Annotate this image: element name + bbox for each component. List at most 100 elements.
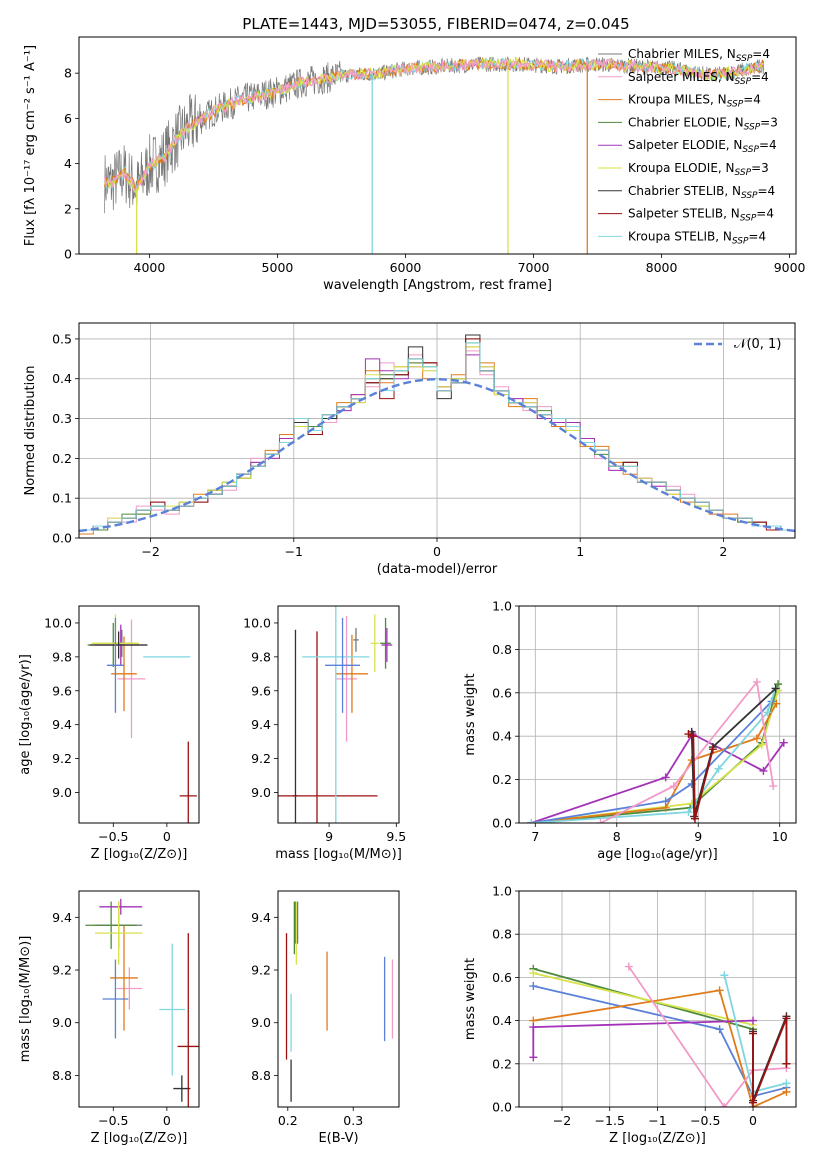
- legend-subscript: SSP: [735, 168, 752, 178]
- weight-marker: [715, 986, 724, 995]
- x-tick-label: 0: [433, 544, 441, 559]
- x-tick-label: 7000: [518, 260, 550, 275]
- y-tick-label: 9.0: [52, 785, 72, 800]
- axes-frame: [78, 36, 797, 255]
- weight-marker: [782, 1014, 791, 1023]
- weight-marker: [720, 1103, 729, 1107]
- legend-label: Kroupa STELIB, NSSP=4: [628, 229, 766, 246]
- legend-label: Kroupa MILES, NSSP=4: [628, 93, 761, 110]
- weight-marker: [669, 782, 678, 791]
- legend-subscript: SSP: [744, 122, 761, 132]
- legend-subscript: SSP: [741, 191, 758, 201]
- weight-marker: [752, 734, 761, 743]
- axes-frame: [277, 890, 400, 1108]
- weight-marker: [661, 797, 670, 806]
- x-tick-label: −0.5: [690, 1113, 720, 1128]
- chart-age-vs-z: −0.5 0 9.0 9.2 9.4 9.6 9.8 10.0 Z [log₁₀(Z/Z⊙)] a…: [18, 605, 200, 862]
- errorbar-group: [278, 606, 393, 823]
- legend-suffix: =3: [751, 161, 769, 175]
- y-tick-label: 0.3: [52, 411, 72, 426]
- legend-subscript: SSP: [740, 214, 757, 224]
- weight-marker: [782, 1079, 791, 1088]
- y-tick-label: 9.0: [52, 1015, 72, 1030]
- y-tick-label: 0.0: [52, 531, 72, 546]
- chart-spectrum: 4000 5000 6000 7000 8000 9000 0 2 4 6 8 wavelength …: [23, 36, 806, 293]
- weight-marker: [782, 1087, 791, 1096]
- weight-marker: [757, 740, 766, 749]
- x-tick-label: 6000: [390, 260, 422, 275]
- y-tick-label: 9.4: [251, 910, 271, 925]
- legend-label: 𝒩(0, 1): [734, 337, 781, 352]
- y-tick-label: 9.2: [52, 751, 72, 766]
- x-tick-label: −1.5: [595, 1113, 625, 1128]
- weight-line: [752, 1018, 788, 1104]
- x-tick-label: 8: [613, 829, 621, 844]
- y-tick-label: 9.0: [251, 1015, 271, 1030]
- histogram-group: [79, 334, 795, 538]
- axes-frame: [277, 605, 400, 824]
- chart-residuals: −2 −1 0 1 2 0.0 0.1 0.2 0.3 0.4 0.5 (data-model)/er…: [23, 322, 796, 577]
- weight-marker: [529, 1023, 538, 1032]
- weight-marker: [690, 814, 699, 823]
- y-tick-label: 0.0: [492, 816, 512, 831]
- weight-marker: [769, 782, 778, 791]
- x-tick-label: −0.5: [98, 1113, 128, 1128]
- legend-suffix: =4: [752, 47, 770, 61]
- y-tick-label: 0.2: [492, 1056, 512, 1071]
- legend-suffix: =4: [748, 229, 766, 243]
- x-tick-label: 9000: [774, 260, 806, 275]
- x-tick-label: 0.2: [278, 1113, 298, 1128]
- y-tick-label: 9.0: [251, 785, 271, 800]
- x-tick-label: 9: [325, 829, 333, 844]
- axes-frame: [78, 890, 200, 1108]
- legend-subscript: SSP: [742, 145, 759, 155]
- legend-text: Chabrier ELODIE, N: [628, 115, 744, 129]
- y-tick-label: 0.4: [492, 1013, 512, 1028]
- x-axis-label: Z [log₁₀(Z/Z⊙)]: [609, 1131, 706, 1146]
- legend-subscript: SSP: [727, 100, 744, 110]
- y-axis-label: Flux [fλ 10⁻¹⁷ erg cm⁻² s⁻¹ A⁻¹]: [23, 45, 38, 246]
- y-tick-label: 0.4: [492, 729, 512, 744]
- legend-label: Salpeter STELIB, NSSP=4: [628, 207, 774, 224]
- legend-suffix: =3: [760, 115, 778, 129]
- errorbar-group: [85, 898, 199, 1107]
- weight-line: [531, 700, 773, 823]
- x-tick-label: 8000: [646, 260, 678, 275]
- weight-marker: [752, 677, 761, 686]
- weight-marker: [684, 808, 693, 817]
- chart-mass-vs-ebv: 0.2 0.3 8.8 9.0 9.2 9.4 E(B-V): [251, 890, 400, 1146]
- weight-marker: [720, 971, 729, 980]
- x-tick-label: −2: [141, 544, 159, 559]
- y-axis-label: Normed distribution: [23, 366, 38, 496]
- y-tick-label: 0.5: [52, 331, 72, 346]
- weight-line: [628, 966, 787, 1107]
- x-tick-label: 5000: [262, 260, 294, 275]
- legend-label: Salpeter ELODIE, NSSP=4: [628, 138, 777, 155]
- figure-title: PLATE=1443, MJD=53055, FIBERID=0474, z=0…: [242, 15, 629, 33]
- y-tick-label: 0.0: [492, 1100, 512, 1115]
- spectrum-lines: [104, 56, 765, 254]
- weight-marker: [689, 732, 698, 741]
- y-axis-label: mass weight: [463, 673, 478, 755]
- x-tick-label: 4000: [134, 260, 166, 275]
- legend-suffix: =4: [751, 70, 769, 84]
- y-tick-label: 9.6: [251, 683, 271, 698]
- weight-marker: [708, 745, 717, 754]
- legend-subscript: SSP: [736, 54, 753, 64]
- axes-frame: [78, 322, 796, 539]
- x-tick-label: −1: [285, 544, 303, 559]
- chart-mass-vs-z: −0.5 0 8.8 9.0 9.2 9.4 Z [log₁₀(Z/Z⊙)] mass [lo…: [18, 890, 200, 1146]
- x-axis-label: E(B-V): [318, 1131, 358, 1146]
- y-tick-label: 6: [64, 111, 72, 126]
- y-tick-label: 8.8: [251, 1068, 271, 1083]
- weight-line: [690, 687, 777, 817]
- x-tick-label: 10: [772, 829, 788, 844]
- model-spectrum-line: [104, 56, 764, 192]
- y-tick-label: 9.2: [251, 963, 271, 978]
- x-axis-label: Z [log₁₀(Z/Z⊙)]: [91, 1131, 188, 1146]
- y-tick-label: 9.8: [52, 649, 72, 664]
- x-axis-label: Z [log₁₀(Z/Z⊙)]: [91, 847, 188, 862]
- legend-text: Kroupa MILES, N: [628, 93, 727, 107]
- legend-text: Kroupa STELIB, N: [628, 229, 732, 243]
- axes-frame: [518, 890, 797, 1108]
